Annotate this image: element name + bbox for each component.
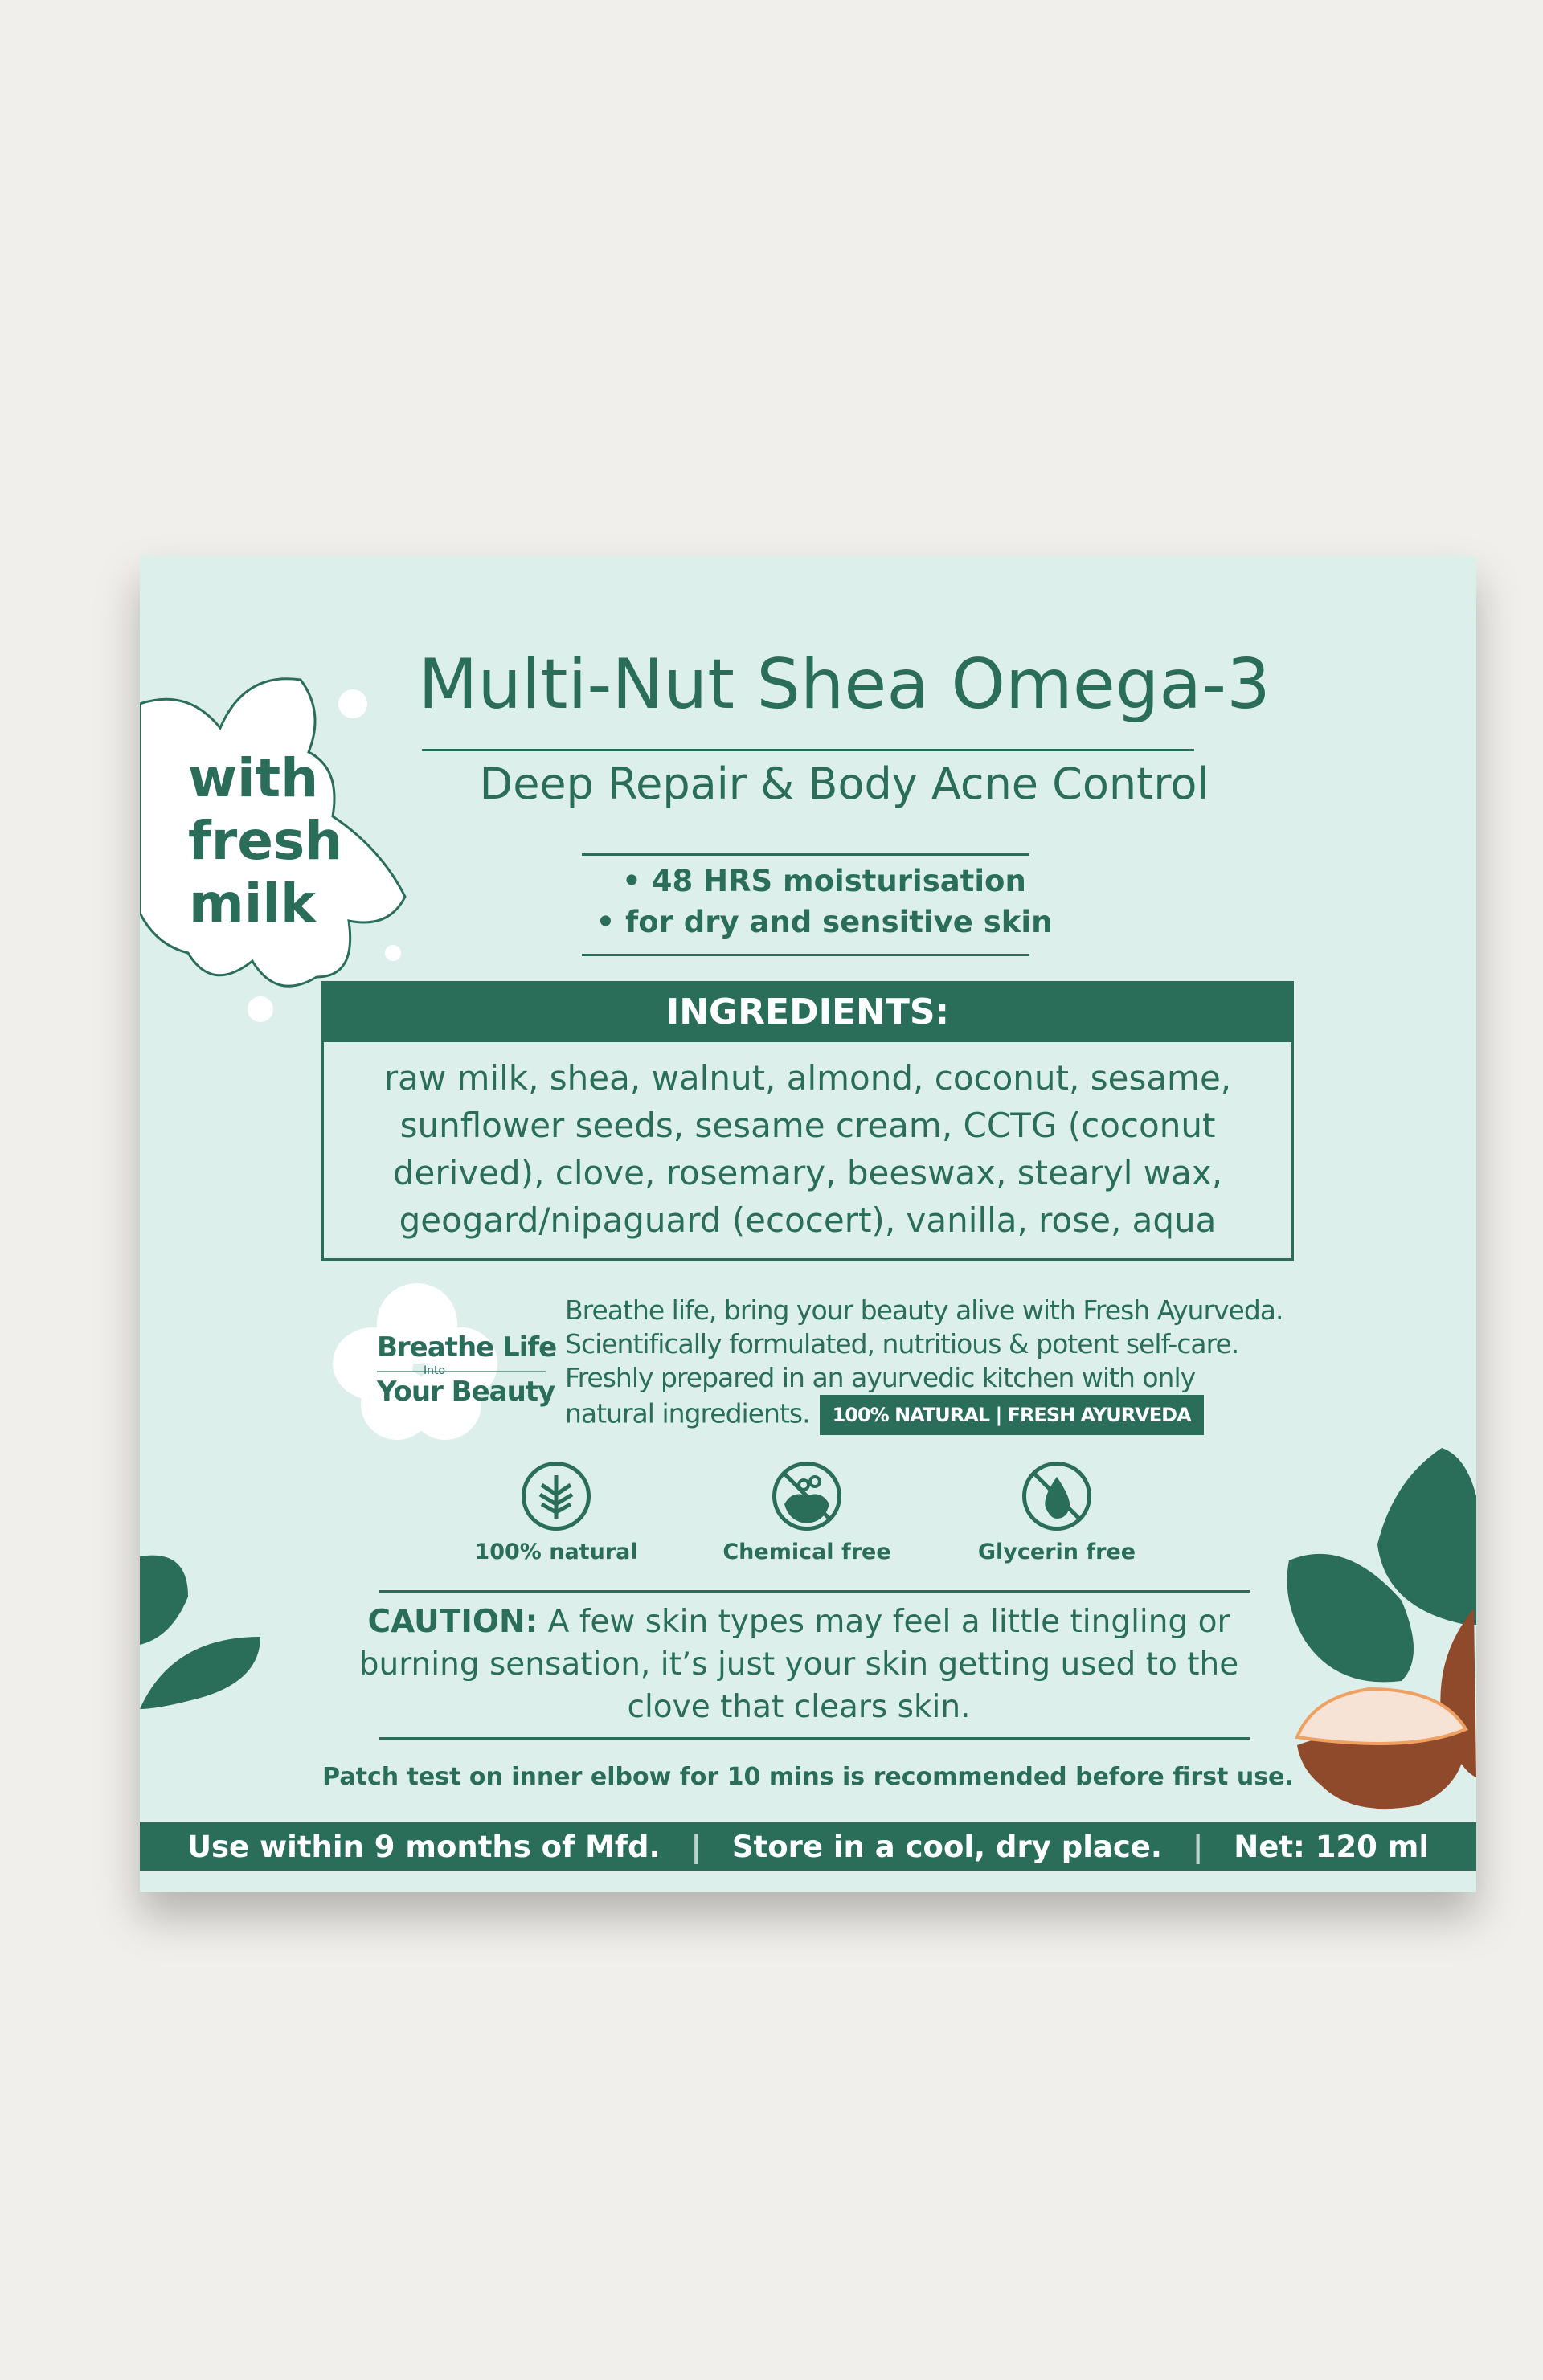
net-volume: Net: 120 ml [1234,1829,1430,1864]
caution-label: CAUTION: [367,1604,538,1640]
shea-nut-leaf-icon [1287,1448,1476,1810]
ingredients-text: raw milk, shea, walnut, almond, coconut,… [383,1058,1232,1240]
flower-icon [333,1283,497,1440]
separator: | [1192,1829,1204,1864]
caution-text: CAUTION: A few skin types may feel a lit… [341,1601,1257,1728]
badge-line: milk [189,873,316,934]
benefit-bullet: • for dry and sensitive skin [596,905,1053,939]
leaf-icon [522,1462,591,1531]
product-label: with fresh milk Multi-Nut Shea Omega-3 D… [140,556,1476,1892]
natural-badge: 100% NATURAL | FRESH AYURVEDA [819,1395,1204,1435]
feature-label: 100% natural [474,1540,638,1564]
brand-line: natural ingredients. [565,1397,811,1429]
no-chemical-icon [772,1462,841,1531]
brand-line: Scientifically formulated, nutritious & … [565,1328,1239,1360]
shelf-life: Use within 9 months of Mfd. [186,1829,661,1864]
benefit-bullet: • 48 HRS moisturisation [622,864,1026,898]
storage-note: Store in a cool, dry place. [731,1829,1162,1864]
logo-text: Breathe Life [377,1331,557,1364]
patch-test-note: Patch test on inner elbow for 10 mins is… [322,1763,1294,1791]
separator: | [690,1829,702,1864]
leaf-decoration-icon [140,1555,260,1709]
brand-line: Breathe life, bring your beauty alive wi… [565,1294,1284,1326]
footer-bar: Use within 9 months of Mfd. | Store in a… [140,1822,1476,1871]
badge-line: fresh [188,810,343,872]
badge-line: with [188,747,319,809]
fresh-milk-badge: with fresh milk [188,747,343,935]
feature-label: Glycerin free [977,1540,1136,1564]
logo-text: Into [424,1364,446,1377]
product-subtitle: Deep Repair & Body Acne Control [479,759,1209,809]
brand-line: Freshly prepared in an ayurvedic kitchen… [565,1362,1196,1393]
milk-splash-icon [140,677,407,1022]
feature-label: Chemical free [722,1540,891,1564]
product-title: Multi-Nut Shea Omega-3 [418,644,1271,725]
no-drop-icon [1022,1462,1091,1531]
caution-body: A few skin types may feel a little tingl… [358,1604,1239,1725]
logo-text: Your Beauty [377,1376,555,1408]
ingredients-heading: INGREDIENTS: [321,981,1294,1042]
brand-description: Breathe life, bring your beauty alive wi… [565,1294,1304,1435]
